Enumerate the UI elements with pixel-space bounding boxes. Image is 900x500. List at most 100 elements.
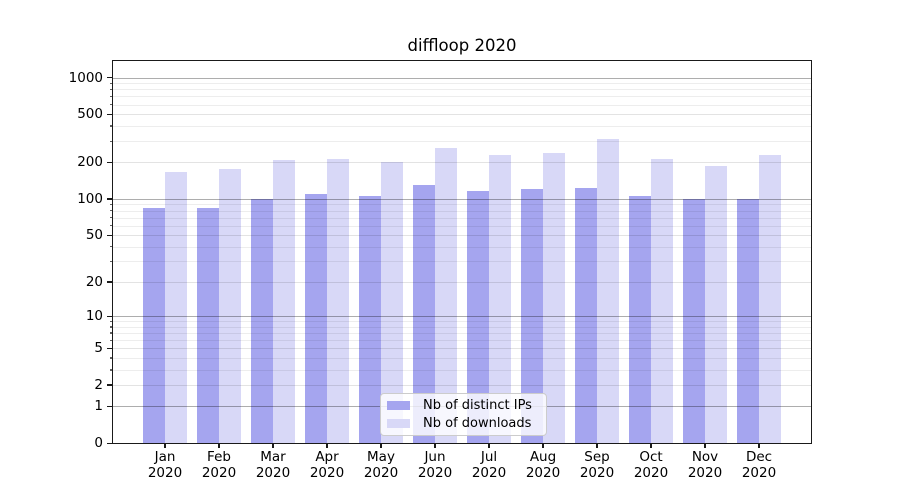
y-minor-tick-mark — [110, 225, 113, 227]
x-tick-mark — [326, 443, 328, 448]
legend-swatch-distinct-ips — [387, 401, 410, 411]
y-tick-label: 1000 — [68, 69, 103, 86]
y-minor-tick-mark — [110, 210, 113, 212]
y-tick-label: 100 — [77, 190, 103, 207]
y-tick-label: 2 — [94, 376, 103, 393]
bar-downloads — [651, 158, 673, 443]
y-minor-tick-mark — [110, 339, 113, 341]
x-tick-mark — [596, 443, 598, 448]
y-tick-label: 20 — [85, 273, 103, 290]
legend: Nb of distinct IPs Nb of downloads — [380, 393, 547, 436]
x-tick-mark — [218, 443, 220, 448]
y-minor-tick-mark — [110, 217, 113, 219]
y-minor-tick-mark — [110, 203, 113, 206]
y-gridline-minor — [113, 321, 811, 323]
y-tick-mark — [107, 315, 113, 318]
x-tick-label: Nov 2020 — [687, 449, 723, 481]
x-tick-label: Dec 2020 — [741, 449, 777, 481]
x-tick-label: Oct 2020 — [633, 449, 669, 481]
y-gridline-minor — [113, 104, 811, 106]
bar-distinct-ips — [359, 196, 381, 443]
bar-distinct-ips — [143, 207, 165, 443]
x-tick-mark — [704, 443, 706, 448]
y-gridline-minor — [113, 125, 811, 127]
x-tick-label: Jan 2020 — [147, 449, 183, 481]
bar-distinct-ips — [629, 195, 651, 443]
y-gridline-minor — [113, 204, 811, 206]
y-tick-label: 200 — [77, 154, 103, 171]
y-minor-tick-mark — [110, 357, 113, 359]
y-gridline-minor — [113, 357, 811, 359]
y-tick-mark — [107, 198, 113, 200]
y-gridline-minor — [113, 369, 811, 371]
y-minor-tick-mark — [110, 140, 113, 142]
bar-distinct-ips — [197, 207, 219, 443]
y-tick-label: 50 — [85, 227, 103, 243]
y-gridline — [113, 281, 811, 283]
x-tick-label: Jul 2020 — [471, 449, 507, 481]
y-gridline-minor — [113, 83, 811, 85]
y-tick-mark — [107, 384, 113, 386]
y-gridline — [113, 235, 811, 236]
x-tick-mark — [272, 443, 274, 448]
y-minor-tick-mark — [110, 95, 113, 98]
y-tick-mark — [107, 347, 113, 350]
bar-downloads — [381, 162, 403, 443]
x-tick-mark — [380, 443, 382, 448]
bar-distinct-ips — [305, 193, 327, 443]
y-minor-tick-mark — [110, 320, 113, 323]
legend-swatch-downloads — [387, 418, 410, 428]
y-gridline-minor — [113, 225, 811, 227]
chart-title: diffloop 2020 — [407, 36, 517, 55]
y-tick-label: 0 — [94, 435, 103, 451]
y-tick-label: 1 — [94, 398, 103, 415]
y-minor-tick-mark — [110, 369, 113, 371]
y-tick-mark — [107, 77, 113, 79]
y-tick-mark — [107, 281, 113, 283]
x-tick-mark — [488, 443, 490, 448]
x-tick-label: Apr 2020 — [309, 449, 345, 481]
bar-downloads — [273, 159, 295, 443]
y-tick-mark — [107, 442, 113, 444]
y-minor-tick-mark — [110, 332, 113, 334]
bar-distinct-ips — [467, 190, 489, 443]
x-tick-mark — [758, 443, 760, 448]
bar-distinct-ips — [575, 188, 597, 443]
bar-distinct-ips — [521, 188, 543, 443]
plot-area — [112, 60, 812, 444]
x-tick-mark — [164, 443, 166, 448]
x-tick-label: Aug 2020 — [525, 449, 561, 481]
y-gridline-minor — [113, 332, 811, 334]
y-tick-mark — [107, 234, 113, 236]
legend-item-downloads: Nb of downloads — [387, 415, 538, 433]
y-tick-mark — [107, 113, 113, 116]
y-minor-tick-mark — [110, 125, 113, 127]
y-minor-tick-mark — [110, 326, 113, 328]
y-gridline — [113, 316, 811, 318]
y-gridline — [113, 198, 811, 200]
y-gridline-minor — [113, 217, 811, 219]
bar-distinct-ips — [413, 185, 435, 443]
y-minor-tick-mark — [110, 104, 113, 106]
y-tick-mark — [107, 161, 113, 164]
legend-label-downloads: Nb of downloads — [423, 415, 532, 431]
bar-distinct-ips — [683, 199, 705, 443]
x-tick-label: Mar 2020 — [255, 449, 291, 481]
y-gridline-minor — [113, 89, 811, 91]
x-tick-mark — [434, 443, 436, 448]
x-tick-label: Feb 2020 — [201, 449, 237, 481]
x-tick-mark — [542, 443, 544, 448]
y-gridline-minor — [113, 210, 811, 212]
x-tick-label: May 2020 — [363, 449, 399, 481]
y-gridline-minor — [113, 340, 811, 342]
y-tick-label: 5 — [94, 340, 103, 357]
y-gridline — [113, 384, 811, 386]
bar-downloads — [489, 155, 511, 443]
y-gridline-minor — [113, 96, 811, 98]
bar-downloads — [219, 168, 241, 443]
y-gridline — [113, 162, 811, 164]
y-gridline — [113, 114, 811, 116]
x-tick-label: Sep 2020 — [579, 449, 615, 481]
y-gridline-minor — [113, 246, 811, 248]
bar-distinct-ips — [737, 198, 759, 443]
